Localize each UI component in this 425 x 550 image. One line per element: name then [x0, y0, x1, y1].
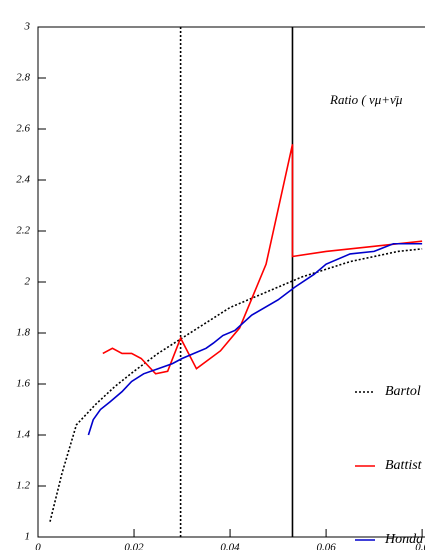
y-tick-label: 1.2: [16, 480, 30, 492]
series-line: [102, 144, 423, 375]
legend-label: Honda: [384, 532, 423, 547]
x-tick-label: 0.0: [415, 542, 425, 550]
x-tick-label: 0.02: [124, 542, 144, 550]
y-tick-label: 3: [24, 21, 31, 33]
y-tick-label: 1: [25, 531, 31, 543]
y-tick-label: 1.8: [16, 327, 30, 339]
legend-label: Bartol: [385, 384, 421, 399]
x-tick-label: 0.06: [316, 542, 336, 550]
series-line: [87, 242, 423, 436]
y-tick-label: 2.2: [16, 225, 30, 237]
y-tick-label: 1.4: [16, 429, 30, 441]
chart-title: Ratio ( νμ+ν̄μ: [329, 92, 403, 107]
y-tick-label: 2.8: [16, 72, 30, 84]
y-tick-label: 2.4: [16, 174, 30, 186]
legend-label: Battist: [385, 458, 423, 473]
x-tick-label: 0: [35, 542, 41, 550]
y-tick-label: 2: [25, 276, 31, 288]
y-tick-label: 2.6: [16, 123, 30, 135]
series-line: [49, 248, 423, 522]
x-tick-label: 0.04: [220, 542, 240, 550]
y-tick-label: 1.6: [16, 378, 30, 390]
